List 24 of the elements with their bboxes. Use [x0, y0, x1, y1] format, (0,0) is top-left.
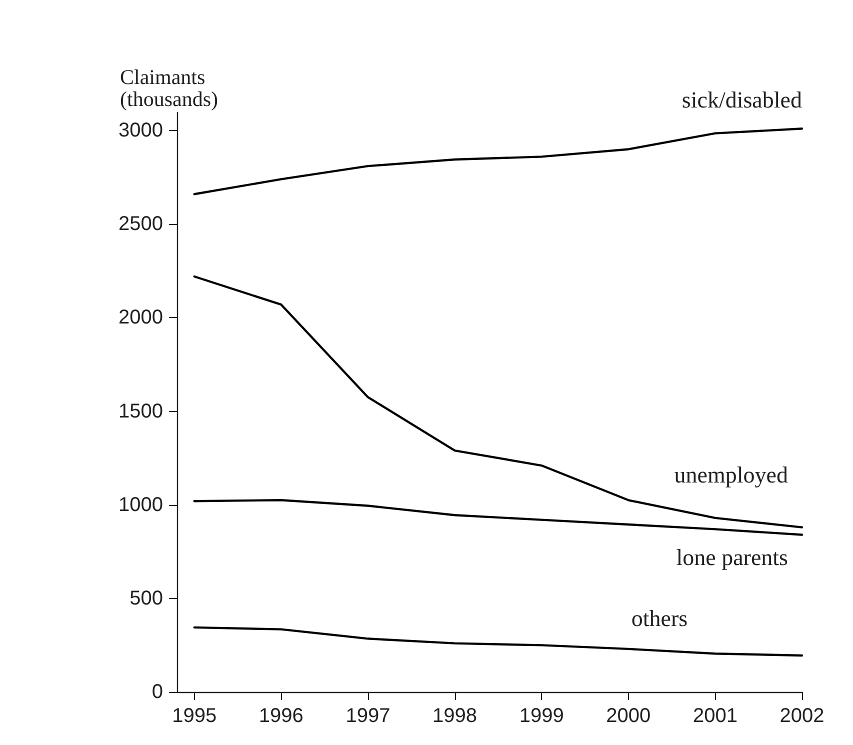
line-series — [193, 499, 804, 536]
series-label: others — [631, 606, 688, 631]
x-tick-label: 1999 — [519, 705, 564, 727]
x-tick-label: 1998 — [432, 705, 478, 727]
y-tick-label: 3000 — [118, 120, 163, 142]
x-tick-label: 1997 — [346, 705, 390, 727]
y-tick-label: 2000 — [118, 306, 163, 329]
x-tick-label: 2000 — [606, 705, 651, 727]
y-tick-label: 1500 — [118, 400, 163, 422]
x-tick-label: 1995 — [172, 705, 217, 727]
x-tick-label: 1996 — [258, 705, 304, 727]
line-series — [193, 275, 804, 528]
series-label: sick/disabled — [682, 88, 802, 113]
y-tick-label: 2500 — [118, 213, 163, 236]
y-tick-label: 0 — [152, 681, 163, 703]
x-tick-label: 2002 — [780, 705, 824, 727]
y-axis-title: Claimants (thousands) — [120, 65, 218, 111]
series-label: unemployed — [674, 462, 788, 488]
y-tick-label: 1000 — [118, 494, 163, 516]
y-tick-label: 500 — [130, 587, 163, 610]
line-series — [193, 128, 804, 196]
series-label: lone parents — [676, 544, 788, 570]
x-tick-label: 2001 — [692, 705, 738, 727]
line-series — [193, 626, 804, 657]
